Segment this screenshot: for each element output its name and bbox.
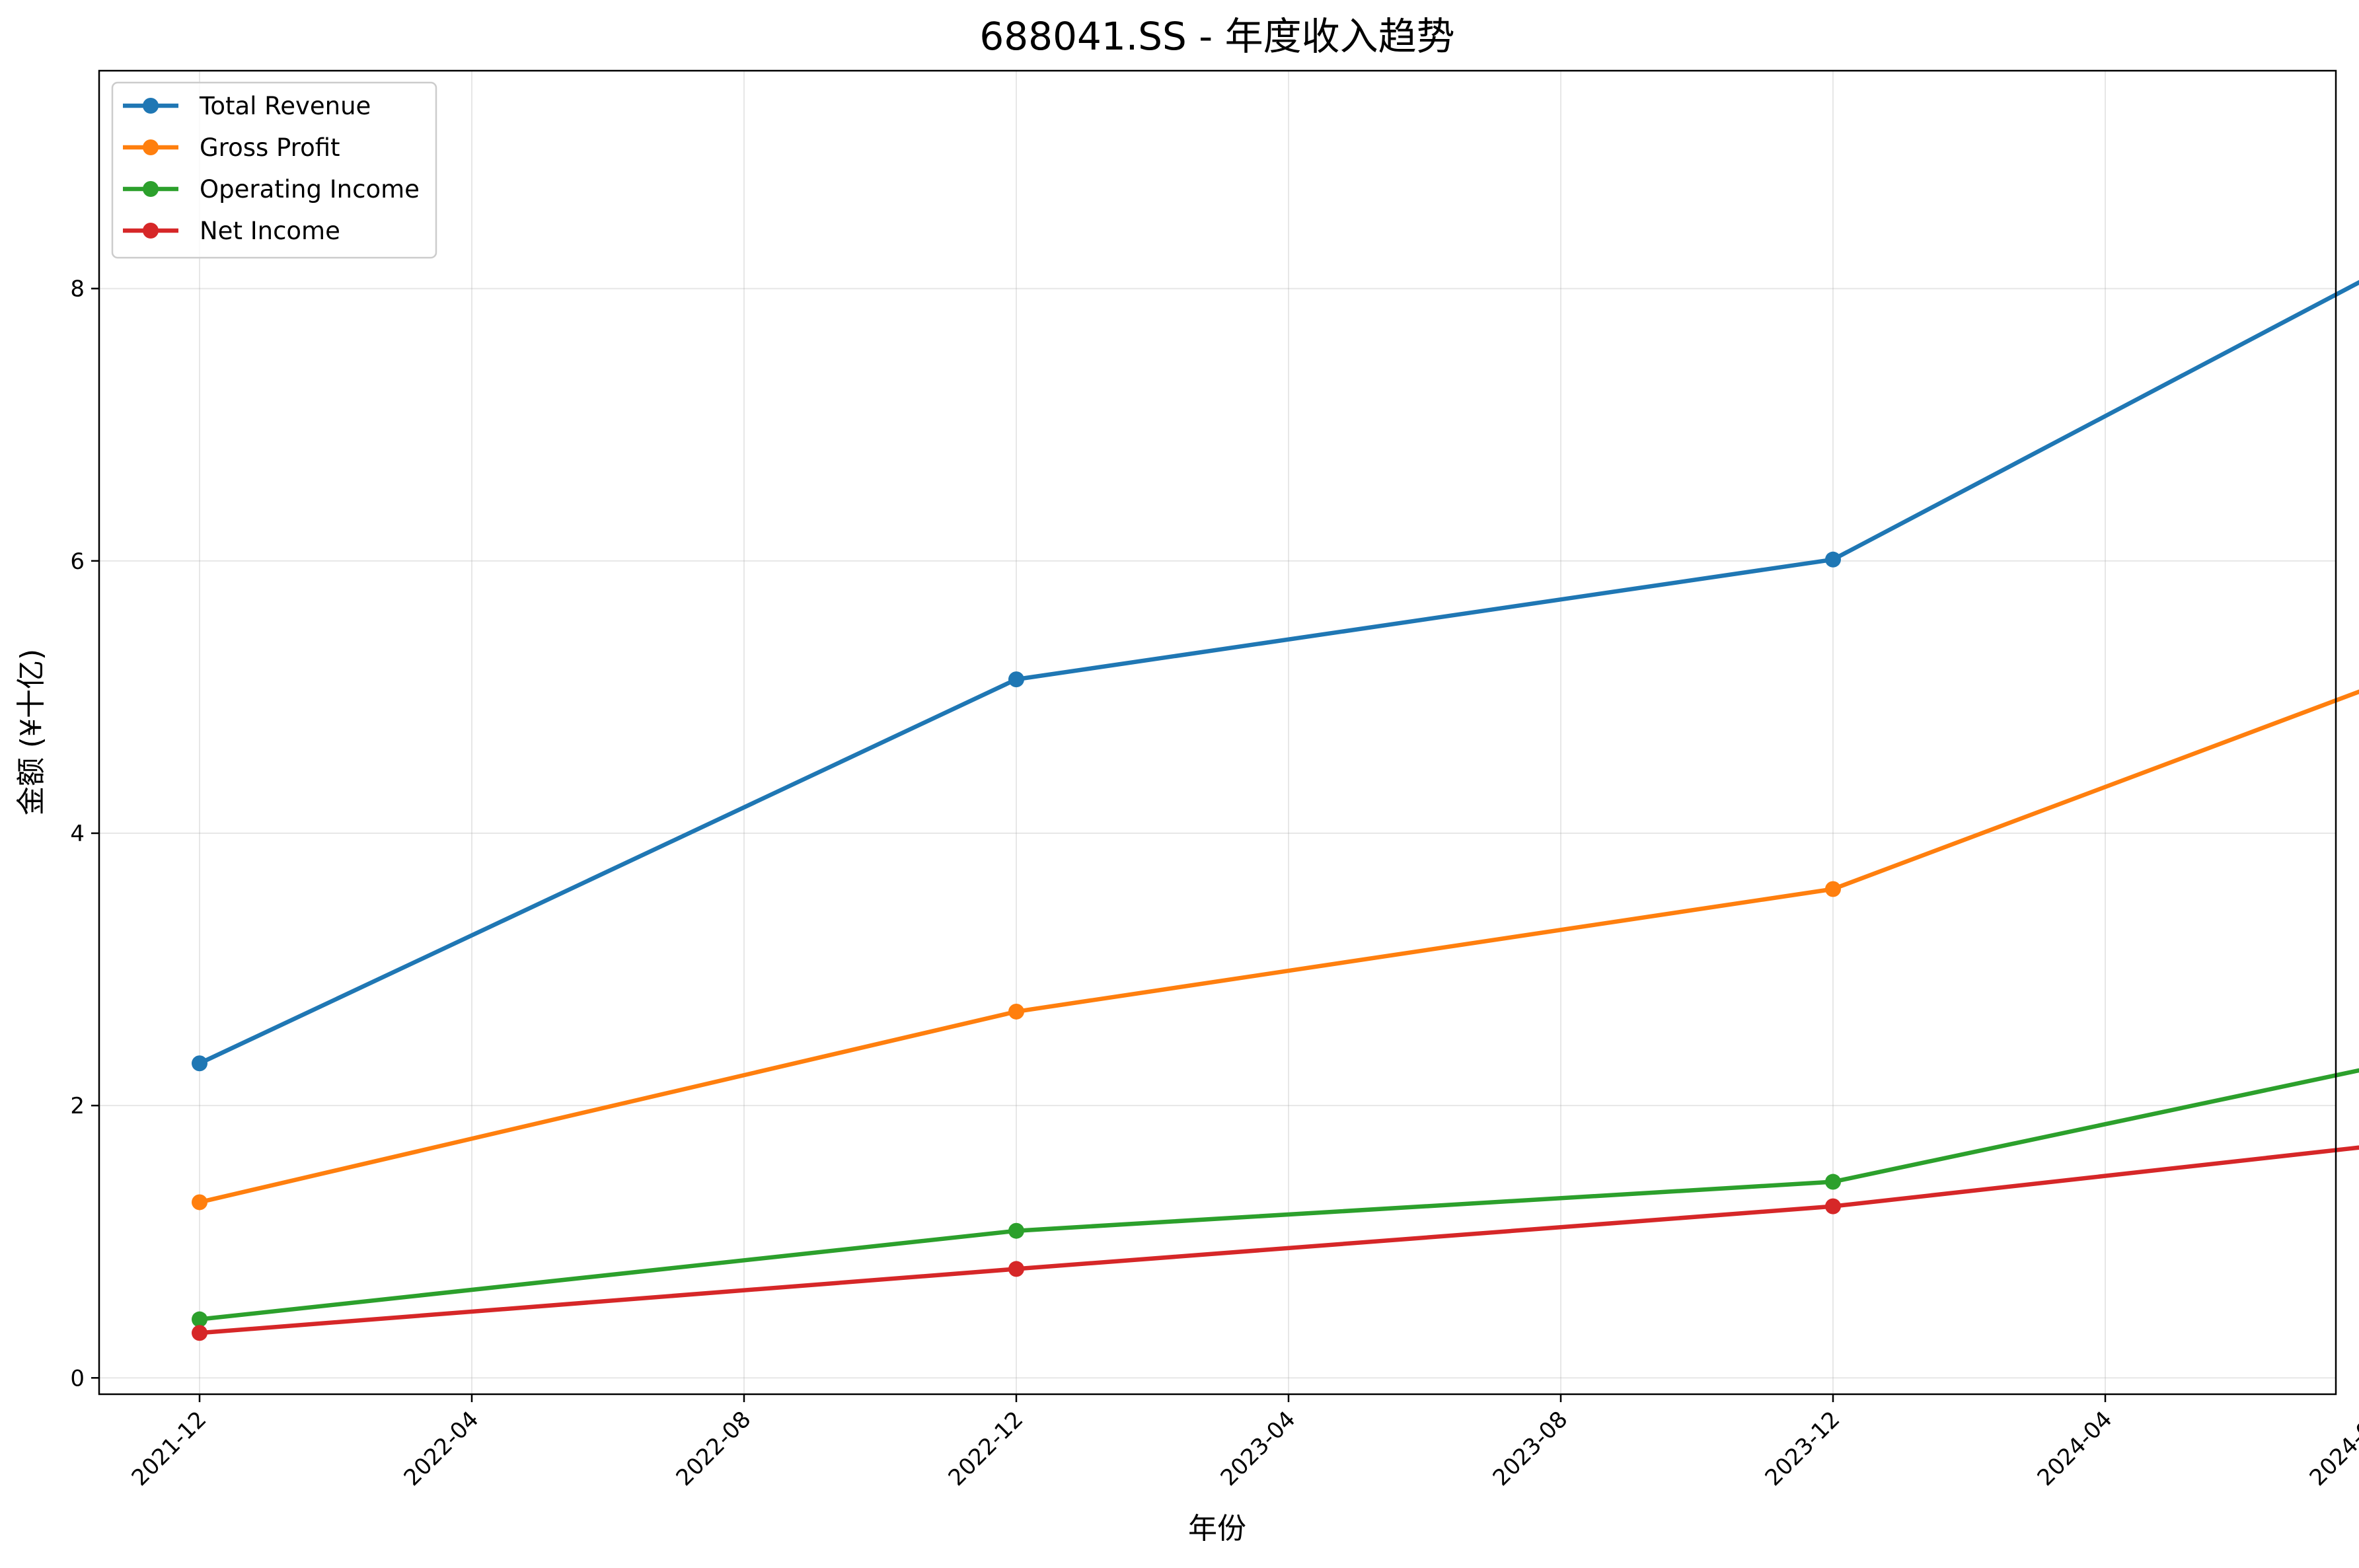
grid bbox=[99, 71, 2336, 1394]
legend-swatch-marker bbox=[143, 223, 159, 239]
legend-label: Gross Profit bbox=[200, 133, 340, 162]
gross-profit-point bbox=[1825, 881, 1841, 897]
legend-swatch-marker bbox=[143, 181, 159, 197]
legend-swatch-marker bbox=[143, 98, 159, 114]
legend-label: Operating Income bbox=[200, 175, 420, 204]
legend-swatch-marker bbox=[143, 139, 159, 155]
y-tick-label: 6 bbox=[70, 548, 85, 575]
series-operating-income bbox=[192, 1068, 2359, 1327]
legend-label: Net Income bbox=[200, 217, 340, 245]
x-axis-label: 年份 bbox=[1188, 1512, 1246, 1546]
gross-profit-point bbox=[192, 1194, 207, 1211]
series-total-revenue bbox=[192, 280, 2359, 1072]
net-income-point bbox=[1008, 1261, 1024, 1277]
net-income-point bbox=[192, 1325, 207, 1341]
gross-profit-point bbox=[1008, 1003, 1024, 1020]
total-revenue-point bbox=[192, 1055, 207, 1072]
series-net-income bbox=[192, 1145, 2359, 1341]
operating-income-point bbox=[192, 1311, 207, 1327]
y-axis: 0 2 4 6 8 bbox=[70, 276, 99, 1392]
net-income-line bbox=[197, 1145, 2359, 1335]
legend-item: Gross Profit bbox=[123, 133, 340, 162]
legend-item: Total Revenue bbox=[123, 92, 371, 120]
gross-profit-line bbox=[197, 689, 2359, 1205]
series-gross-profit bbox=[192, 689, 2359, 1211]
y-axis-label: 金额 (¥十亿) bbox=[15, 649, 48, 815]
total-revenue-point bbox=[1825, 551, 1841, 568]
legend-item: Net Income bbox=[123, 217, 340, 245]
total-revenue-line bbox=[196, 280, 2359, 1066]
y-tick-label: 0 bbox=[70, 1365, 85, 1392]
total-revenue-point bbox=[1008, 671, 1024, 688]
legend: Total Revenue Gross Profit Operating Incom… bbox=[111, 81, 437, 259]
plot-frame bbox=[98, 69, 2337, 1396]
legend-label: Total Revenue bbox=[199, 92, 371, 120]
y-tick-label: 8 bbox=[70, 276, 85, 303]
operating-income-point bbox=[1008, 1222, 1024, 1239]
y-tick-label: 2 bbox=[70, 1093, 85, 1119]
legend-box bbox=[111, 81, 437, 259]
series-layer bbox=[192, 280, 2359, 1341]
y-tick-label: 4 bbox=[70, 821, 85, 847]
legend-item: Operating Income bbox=[123, 175, 420, 204]
operating-income-point bbox=[1825, 1174, 1841, 1190]
net-income-point bbox=[1825, 1198, 1841, 1214]
chart-title: 688041.SS - 年度收入趋势 bbox=[979, 14, 1454, 59]
operating-income-line bbox=[197, 1068, 2359, 1322]
